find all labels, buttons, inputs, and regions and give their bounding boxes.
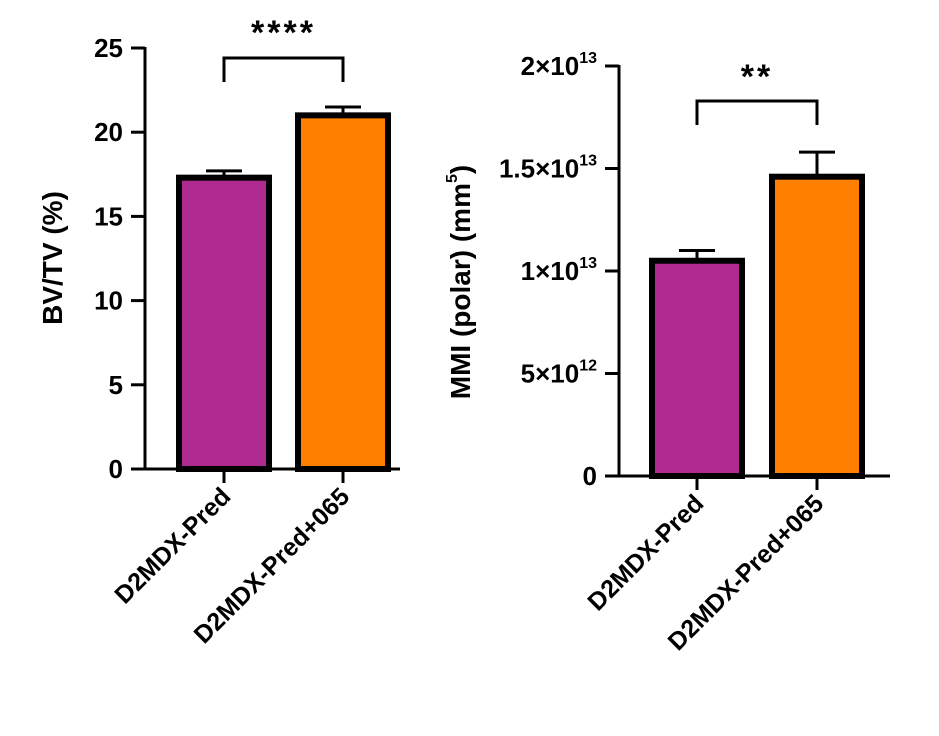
- significance-bracket: [222, 56, 345, 82]
- y-tick-label-exponent: 12: [579, 358, 597, 375]
- bar-2: [295, 112, 391, 473]
- y-tick-label-exponent: 13: [579, 255, 597, 272]
- significance-bracket: [695, 99, 819, 125]
- y-axis-label: MMI (polar) (mm5): [444, 165, 476, 399]
- y-axis-label: BV/TV (%): [37, 191, 68, 325]
- bar-1: [176, 174, 272, 472]
- significance-label: ****: [251, 14, 316, 52]
- y-tick-label-base: 2×10: [521, 51, 580, 81]
- y-tick-label-0: 0: [109, 454, 123, 484]
- y-tick-label-4: 20: [94, 117, 123, 147]
- y-tick-label-exponent: 13: [579, 153, 597, 170]
- category-label-1: D2MDX-Pred: [109, 482, 236, 609]
- y-tick-label-0: 0: [583, 461, 597, 491]
- bar-2: [769, 173, 865, 479]
- y-tick-label-4: 2×1013: [521, 50, 597, 81]
- chart-mmi-polar: 05×10121×10131.5×10132×1013D2MDX-PredD2M…: [444, 50, 890, 656]
- chart-bv-tv: 0510152025D2MDX-PredD2MDX-Pred+065BV/TV …: [37, 14, 400, 649]
- y-tick-label-3: 15: [94, 201, 123, 231]
- y-tick-label-exponent: 13: [579, 50, 597, 67]
- y-tick-label-1: 5×1012: [521, 358, 597, 389]
- y-axis-label-main: MMI (polar) (mm: [445, 183, 476, 399]
- significance-label: **: [741, 58, 773, 96]
- y-tick-label-base: 1.5×10: [499, 154, 579, 184]
- y-tick-label-base: 0: [583, 461, 597, 491]
- y-tick-label-5: 25: [94, 33, 123, 63]
- y-tick-label-1: 5: [109, 370, 123, 400]
- y-tick-label-base: 5×10: [521, 359, 580, 389]
- bar-1: [649, 257, 745, 479]
- y-tick-label-base: 1×10: [521, 256, 580, 286]
- y-axis-label-superscript: 5: [444, 174, 461, 183]
- y-tick-label-2: 1×1013: [521, 255, 597, 286]
- category-label-1: D2MDX-Pred: [582, 489, 709, 616]
- y-tick-label-2: 10: [94, 286, 123, 316]
- y-tick-label-3: 1.5×1013: [499, 153, 597, 184]
- y-axis-label-end: ): [445, 165, 476, 174]
